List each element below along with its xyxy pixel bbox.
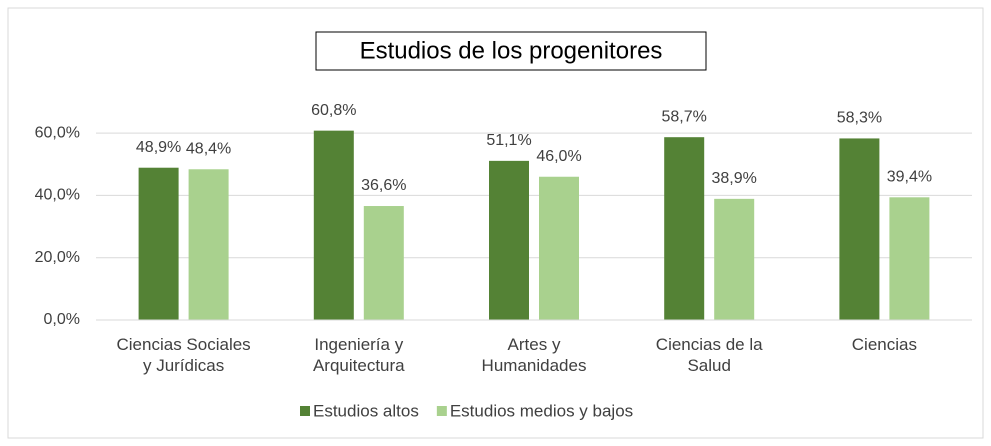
y-tick-label: 40,0%: [35, 187, 80, 204]
data-label: 51,1%: [486, 132, 531, 149]
y-tick-label: 20,0%: [35, 249, 80, 266]
bar: [138, 167, 179, 320]
legend-label: Estudios medios y bajos: [450, 401, 633, 420]
bar: [363, 206, 404, 320]
legend-swatch: [300, 406, 310, 416]
x-tick-label: Ingeniería y Arquitectura: [312, 335, 405, 375]
data-label: 38,9%: [712, 170, 757, 187]
bar: [539, 176, 579, 320]
bar: [313, 130, 354, 320]
y-tick-label: 60,0%: [35, 124, 80, 141]
chart-title: Estudios de los progenitores: [360, 37, 663, 64]
x-tick-label: Artes y Humanidades: [481, 335, 587, 375]
bar: [664, 137, 705, 320]
data-label: 48,9%: [136, 139, 181, 156]
bar: [889, 197, 930, 320]
x-tick-label: Ciencias de la Salud: [655, 335, 763, 375]
bar: [188, 169, 229, 320]
legend-swatch: [436, 406, 447, 416]
x-tick-label: Ciencias: [851, 335, 917, 354]
x-tick-label: Ciencias Sociales y Jurídicas: [116, 335, 251, 375]
data-label: 39,4%: [887, 169, 932, 186]
data-label: 60,8%: [311, 102, 356, 119]
data-label: 58,3%: [837, 110, 882, 127]
bar: [839, 138, 880, 320]
data-label: 36,6%: [361, 177, 406, 194]
bar: [489, 160, 529, 320]
bar: [714, 198, 755, 320]
title-box: [315, 31, 707, 71]
data-label: 48,4%: [186, 140, 231, 157]
data-label: 58,7%: [662, 108, 707, 125]
chart-border: [7, 7, 984, 439]
y-tick-label: 0,0%: [44, 311, 80, 328]
legend-label: Estudios altos: [313, 401, 419, 420]
data-label: 46,0%: [536, 148, 581, 165]
